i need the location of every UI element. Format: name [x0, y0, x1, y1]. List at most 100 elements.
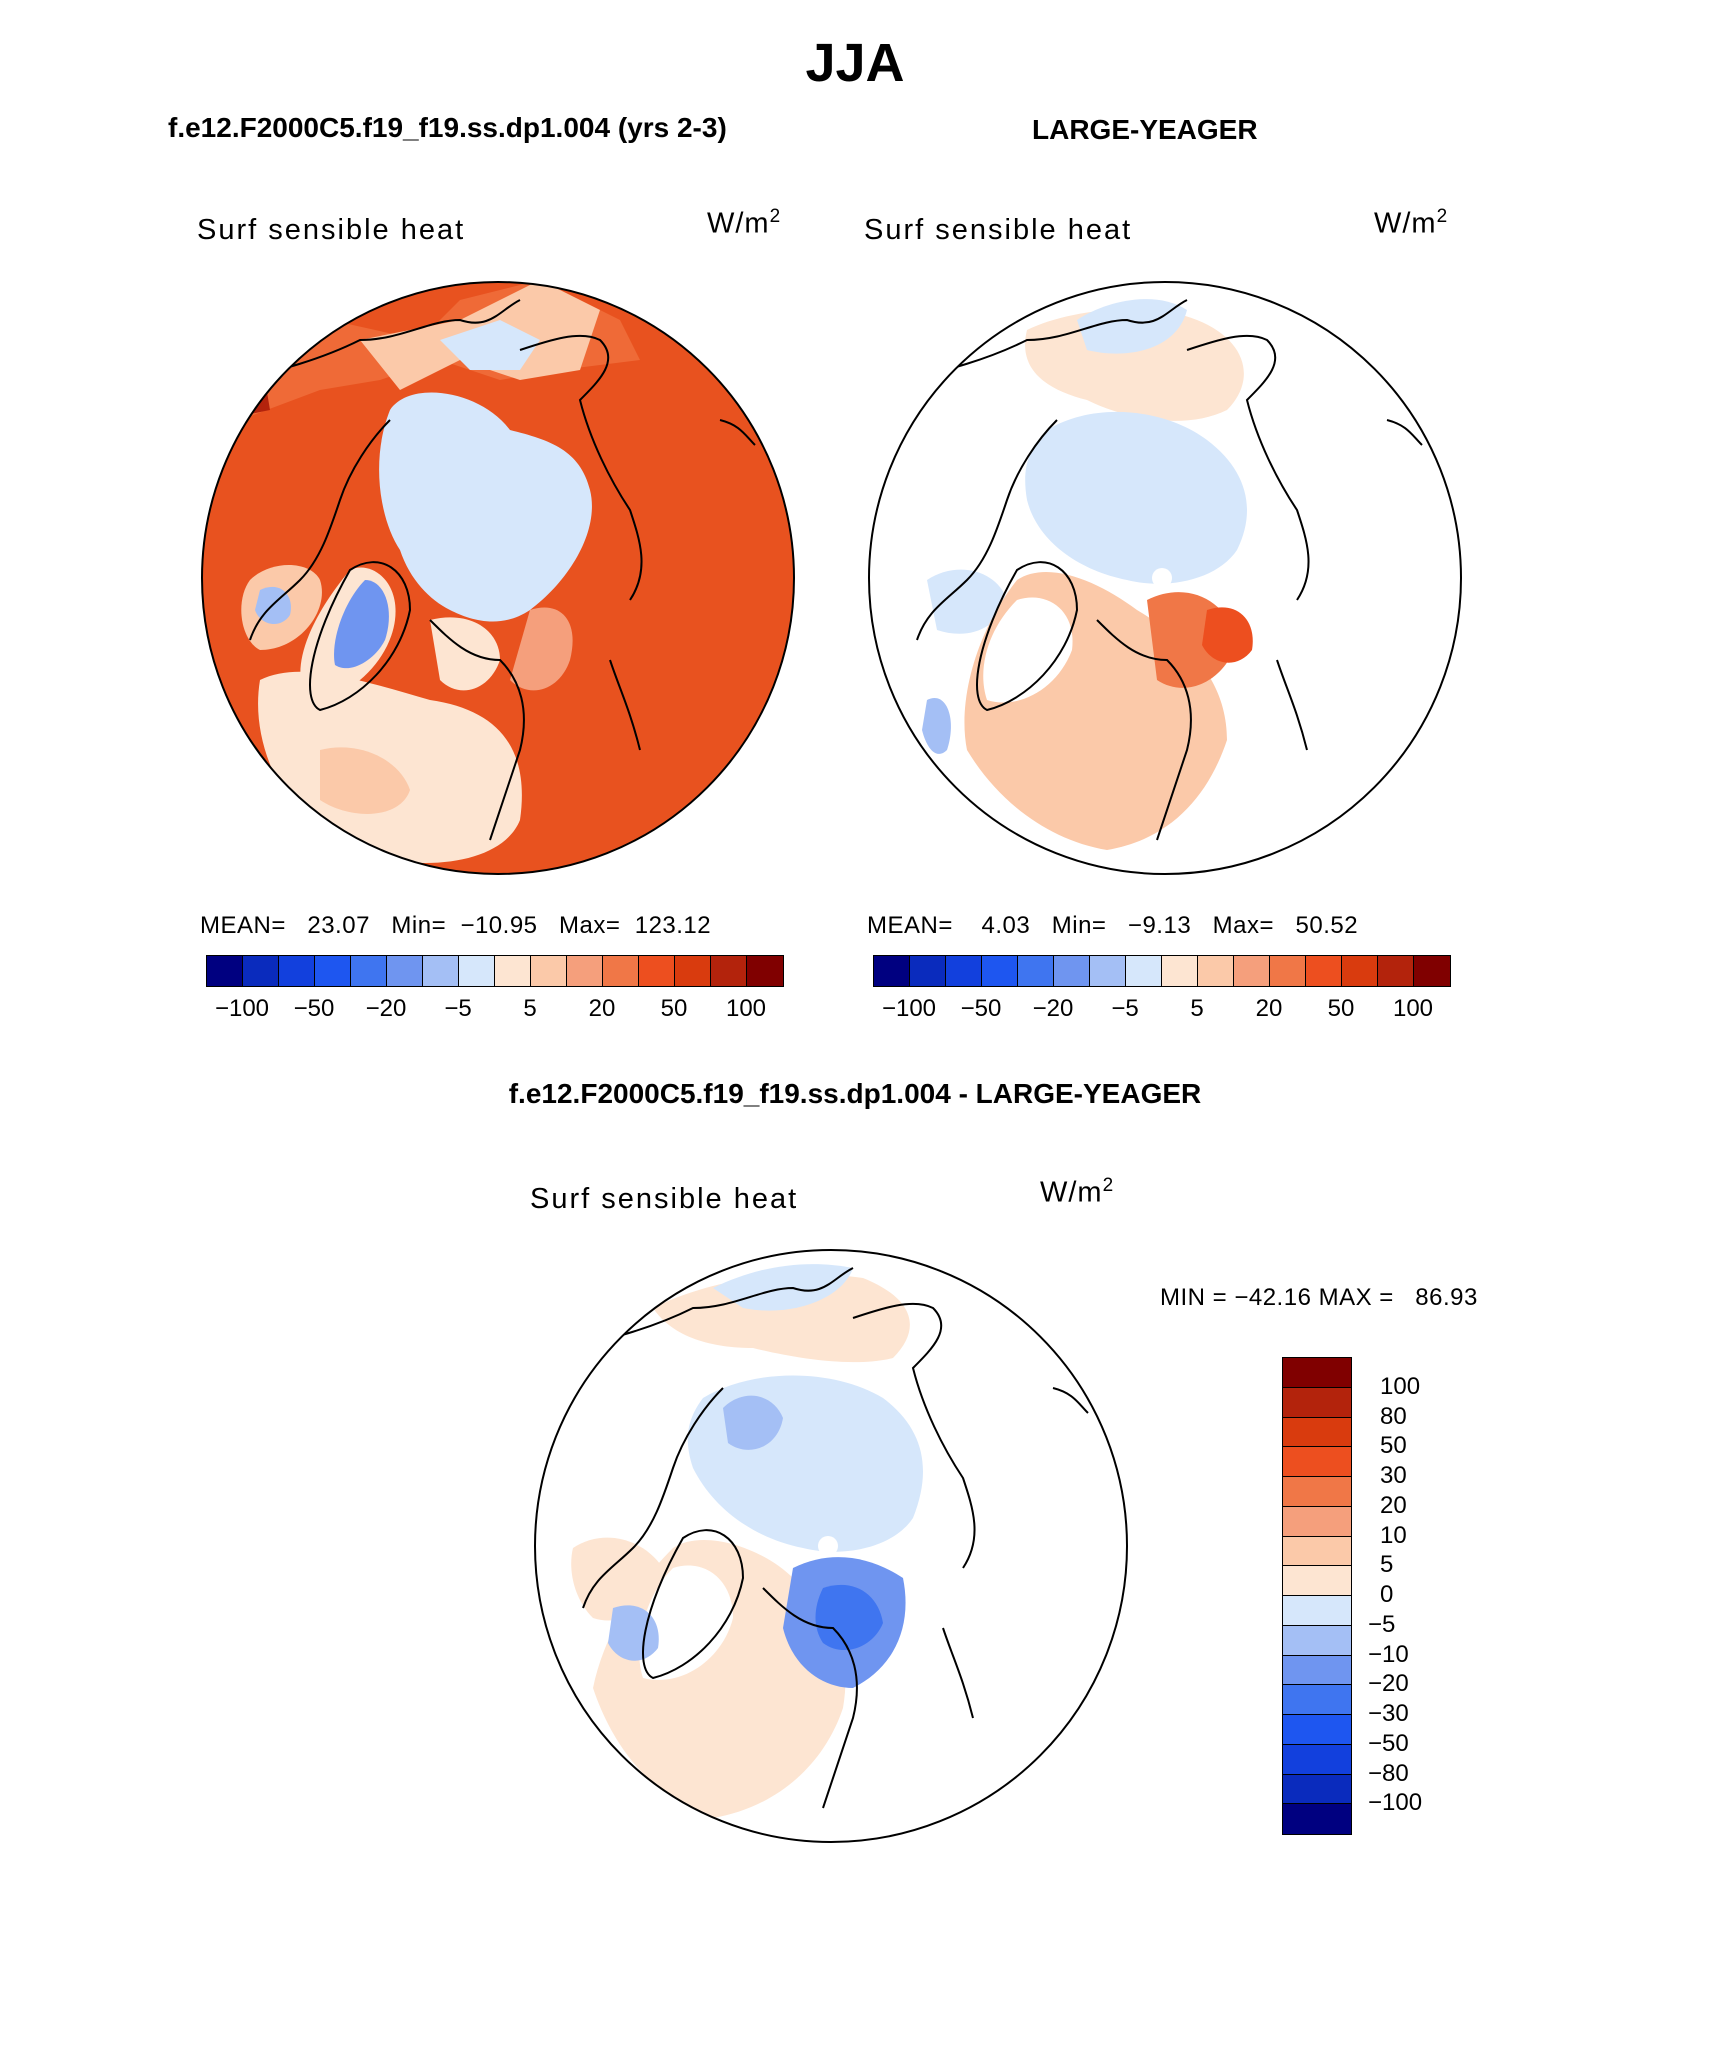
difference-colorbar-tick-label: 50 [1380, 1432, 1407, 1460]
difference-colorbar-swatch [1283, 1685, 1351, 1715]
panel1-colorbar-swatch [495, 956, 531, 986]
panel1-colorbar-tick-label: 100 [725, 995, 767, 1022]
panel1-colorbar-tick-label: −100 [214, 995, 270, 1022]
panel1-coastlines [239, 299, 756, 841]
difference-colorbar-swatch [1283, 1625, 1351, 1656]
difference-colorbar-swatch [1283, 1655, 1351, 1686]
panel2-field-arctic-ocean [1025, 411, 1247, 584]
panel1-colorbar-tick-label: 20 [588, 995, 616, 1022]
panel1-colorbar [206, 955, 784, 987]
difference-colorbar-swatch [1283, 1417, 1351, 1448]
panel1-colorbar-swatch [315, 956, 351, 986]
panel3-field-beaufort-patch [723, 1395, 783, 1450]
panel1-colorbar-swatch [675, 956, 711, 986]
panel2-colorbar-swatch [1342, 956, 1378, 986]
difference-colorbar-tick-label: 30 [1380, 1462, 1407, 1489]
difference-colorbar-tick-label: 5 [1380, 1551, 1394, 1579]
difference-colorbar-swatch [1283, 1774, 1351, 1805]
panel2-colorbar-tick-label: 100 [1392, 995, 1434, 1022]
difference-colorbar-tick-label: 0 [1380, 1581, 1394, 1608]
difference-colorbar-swatch [1283, 1715, 1351, 1745]
panel2-colorbar-tick-label: −20 [1032, 995, 1074, 1022]
panel2-colorbar-swatch [1234, 956, 1270, 986]
panel3-polar-map [534, 1249, 1128, 1843]
panel3-map-border [534, 1249, 1128, 1843]
panel1-colorbar-tick-label: 50 [660, 995, 688, 1022]
figure-title: JJA [805, 33, 905, 93]
panel3-units-exp: 2 [1102, 1175, 1115, 1196]
panel2-run-title: LARGE-YEAGER [1032, 114, 1258, 145]
panel1-units: W/m2 [707, 206, 781, 241]
difference-colorbar-tick-label: −5 [1368, 1610, 1396, 1638]
panel1-colorbar-tick-label: 5 [523, 995, 537, 1022]
panel2-colorbar-swatch [1198, 956, 1234, 986]
panel2-units-base: W/m [1374, 207, 1437, 240]
panel3-stats: MIN = −42.16 MAX = 86.93 [1160, 1284, 1478, 1311]
panel1-colorbar-tick-label: −50 [293, 995, 335, 1022]
panel2-colorbar-swatch [1306, 956, 1342, 986]
panel3-field-barents-core [815, 1584, 883, 1651]
panel1-colorbar-swatch [423, 956, 459, 986]
panel1-colorbar-swatch [387, 956, 423, 986]
difference-colorbar [1282, 1357, 1352, 1835]
panel1-run-title: f.e12.F2000C5.f19_f19.ss.dp1.004 (yrs 2-… [168, 112, 727, 143]
panel1-colorbar-swatch [207, 956, 243, 986]
panel1-field-atlantic-patch [320, 747, 410, 814]
difference-colorbar-swatch [1283, 1536, 1351, 1567]
difference-colorbar-swatch [1283, 1387, 1351, 1418]
panel1-colorbar-swatch [747, 956, 783, 986]
difference-colorbar-ticks: 100 80 50 30 20 10 5 0 −5 −10 −20 −30 −50 −80 −100 [1368, 1357, 1468, 1833]
panel2-colorbar-tick-label: 50 [1327, 995, 1355, 1022]
panel2-colorbar-swatch [910, 956, 946, 986]
panel1-colorbar-tick-label: −20 [365, 995, 407, 1022]
panel2-colorbar-swatch [982, 956, 1018, 986]
panel2-polar-map [868, 281, 1462, 875]
panel2-colorbar-tick-label: 5 [1190, 995, 1204, 1022]
difference-colorbar-tick-label: 10 [1380, 1521, 1407, 1549]
panel2-colorbar-swatch [946, 956, 982, 986]
panel1-colorbar-swatch [243, 956, 279, 986]
panel2-units: W/m2 [1374, 206, 1448, 241]
difference-colorbar-tick-label: 80 [1380, 1402, 1407, 1430]
panel2-variable-label: Surf sensible heat [864, 214, 1133, 246]
panel2-colorbar-swatch [1018, 956, 1054, 986]
panel1-colorbar-swatch [567, 956, 603, 986]
difference-colorbar-swatch [1283, 1506, 1351, 1537]
panel2-colorbar-swatch [1162, 956, 1198, 986]
panel1-units-exp: 2 [769, 206, 782, 227]
panel1-field-greenland-interior [334, 580, 389, 669]
panel1-map-border [201, 281, 795, 875]
panel2-coastlines [906, 299, 1423, 841]
panel2-field-labrador-patch [922, 698, 951, 754]
panel2-colorbar-tick-label: −50 [960, 995, 1002, 1022]
difference-colorbar-swatch [1283, 1447, 1351, 1477]
panel1-colorbar-swatch [279, 956, 315, 986]
panel2-colorbar-swatch [1378, 956, 1414, 986]
panel2-field-greenland [983, 597, 1073, 703]
panel1-colorbar-swatch [603, 956, 639, 986]
panel1-polar-map [201, 281, 795, 875]
panel1-colorbar-tick-label: −5 [444, 995, 472, 1022]
panel2-colorbar-tick-label: −100 [881, 995, 937, 1022]
panel1-colorbar-swatch [531, 956, 567, 986]
panel3-field-pacific-sector [653, 1274, 910, 1363]
panel3-field-bering-patch [713, 1264, 853, 1311]
difference-colorbar-swatch [1283, 1596, 1351, 1626]
panel2-colorbar-swatch [1126, 956, 1162, 986]
difference-colorbar-tick-label: −30 [1368, 1700, 1409, 1727]
panel3-units: W/m2 [1040, 1175, 1114, 1210]
difference-colorbar-tick-label: −20 [1368, 1670, 1409, 1698]
panel2-colorbar-swatch [1270, 956, 1306, 986]
panel3-coastlines [572, 1267, 1089, 1809]
panel2-field-canadian-archipelago [927, 569, 1007, 634]
difference-colorbar-swatch [1283, 1744, 1351, 1775]
panel1-colorbar-swatch [711, 956, 747, 986]
panel1-field-siberian-patch [510, 607, 573, 691]
panel2-field-barents-core [1202, 607, 1253, 663]
difference-colorbar-tick-label: −10 [1368, 1640, 1409, 1668]
panel3-units-base: W/m [1040, 1176, 1103, 1209]
panel1-field-bering-patch [440, 320, 540, 370]
panel2-colorbar-tick-label: 20 [1255, 995, 1283, 1022]
panel2-colorbar-swatch [1414, 956, 1450, 986]
difference-colorbar-tick-label: 20 [1380, 1491, 1407, 1519]
